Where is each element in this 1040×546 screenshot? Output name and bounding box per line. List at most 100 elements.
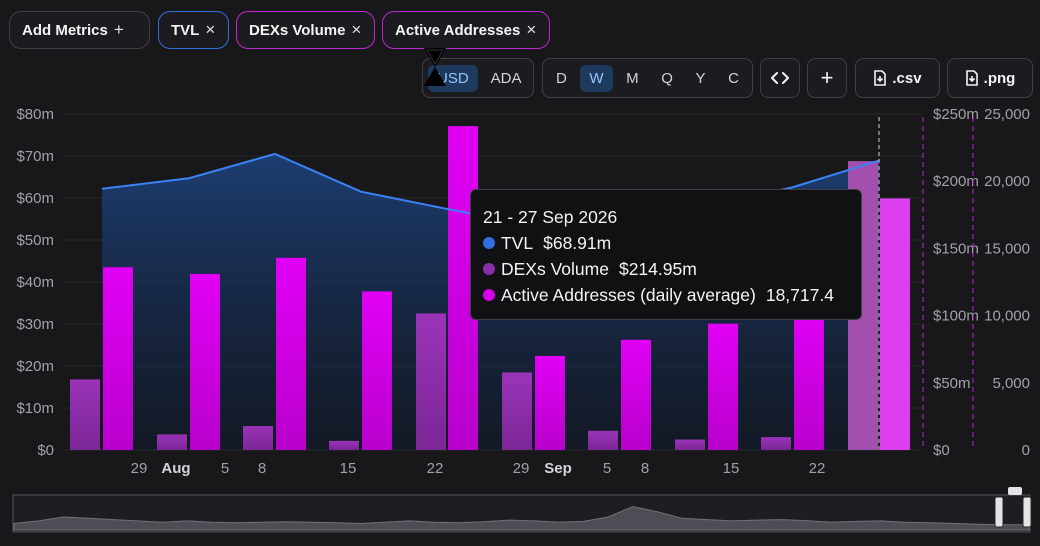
y-tick-right-1: $0 (933, 442, 950, 459)
y-tick-right-1: $250m (933, 106, 979, 123)
y-tick-right-2: 15,000 (984, 240, 1030, 257)
y-tick-left: $40m (16, 274, 54, 291)
y-tick-left: $30m (16, 316, 54, 333)
close-icon[interactable]: × (351, 20, 362, 39)
y-tick-right-1: $50m (933, 375, 971, 392)
dex-volume-bar[interactable] (588, 430, 618, 450)
plus-icon: + (820, 65, 834, 90)
active-addresses-bar[interactable] (708, 323, 738, 450)
dex-volume-bar[interactable] (70, 379, 100, 450)
y-tick-right-1: $150m (933, 240, 979, 257)
y-tick-left: $70m (16, 148, 54, 165)
png-download-button[interactable]: .png (947, 58, 1033, 98)
interval-d[interactable]: D (556, 69, 567, 87)
metric-label: TVL (171, 21, 200, 39)
active-addresses-bar[interactable] (621, 339, 651, 450)
y-tick-left: $50m (16, 232, 54, 249)
dex-volume-bar[interactable] (502, 372, 532, 450)
metric-label: DEXs Volume (249, 21, 346, 39)
y-tick-right-2: 0 (1022, 442, 1030, 459)
csv-download-button[interactable]: .csv (855, 58, 940, 98)
currency-ada[interactable]: ADA (490, 69, 522, 87)
active-addresses-bar[interactable] (276, 257, 306, 450)
currency-toggle: USD ADA (422, 58, 534, 98)
active-addresses-bar[interactable] (103, 267, 133, 450)
x-tick-label: 8 (641, 460, 649, 477)
x-tick-label: 5 (221, 460, 229, 477)
close-icon[interactable]: × (526, 20, 537, 39)
metric-pill-dexs-volume[interactable]: DEXs Volume × (236, 11, 375, 49)
interval-c[interactable]: C (728, 69, 739, 87)
hourglass-icon (424, 48, 446, 86)
dex-volume-bar[interactable] (761, 437, 791, 450)
legend-dot-icon (483, 237, 495, 249)
file-download-icon (874, 70, 887, 86)
active-addresses-bar[interactable] (190, 273, 220, 450)
chart-tooltip: 21 - 27 Sep 2026 TVL $68.91m DEXs Volume… (470, 189, 862, 320)
y-tick-left: $0 (37, 442, 54, 459)
y-tick-right-2: 5,000 (992, 375, 1030, 392)
tooltip-row-dexs-volume: DEXs Volume $214.95m (483, 256, 849, 282)
tooltip-date: 21 - 27 Sep 2026 (483, 207, 618, 227)
y-tick-right-2: 25,000 (984, 106, 1030, 123)
plus-icon: + (113, 20, 124, 39)
add-button[interactable]: + (807, 58, 847, 98)
x-tick-label: 22 (427, 460, 444, 477)
interval-toggle: D W M Q Y C (542, 58, 753, 98)
x-tick-label: 5 (603, 460, 611, 477)
tooltip-row-active-addresses: Active Addresses (daily average) 18,717.… (483, 282, 849, 308)
tooltip-series-name: DEXs Volume (501, 259, 609, 279)
interval-w[interactable]: W (580, 64, 613, 92)
dex-volume-bar[interactable] (243, 426, 273, 450)
metric-pill-active-addresses[interactable]: Active Addresses × (382, 11, 550, 49)
active-addresses-bar[interactable] (880, 198, 910, 450)
dex-volume-bar[interactable] (157, 434, 187, 450)
metric-label: Active Addresses (395, 21, 521, 39)
y-tick-left: $10m (16, 400, 54, 417)
x-tick-label: 8 (258, 460, 266, 477)
legend-dot-icon (483, 263, 495, 275)
y-tick-left: $60m (16, 190, 54, 207)
csv-label: .csv (892, 69, 922, 87)
close-icon[interactable]: × (205, 20, 216, 39)
embed-button[interactable] (760, 58, 800, 98)
legend-dot-icon (483, 289, 495, 301)
x-tick-label: 29 (131, 460, 148, 477)
brush-handle-right[interactable] (1022, 496, 1032, 528)
tooltip-row-tvl: TVL $68.91m (483, 230, 849, 256)
dex-volume-bar[interactable] (329, 440, 359, 450)
interval-m[interactable]: M (626, 69, 639, 87)
y-tick-right-2: 20,000 (984, 173, 1030, 190)
y-tick-left: $80m (16, 106, 54, 123)
interval-y[interactable]: Y (695, 69, 706, 87)
y-tick-right-1: $100m (933, 308, 979, 325)
brush-handle-left[interactable] (994, 496, 1004, 528)
y-tick-left: $20m (16, 358, 54, 375)
interval-q[interactable]: Q (661, 69, 673, 87)
metric-pill-tvl[interactable]: TVL × (158, 11, 229, 49)
brush-grip-icon[interactable] (1008, 487, 1022, 495)
y-tick-right-1: $200m (933, 173, 979, 190)
x-tick-label: 29 (513, 460, 530, 477)
range-brush[interactable] (12, 494, 1031, 533)
y-tick-right-2: 10,000 (984, 308, 1030, 325)
brush-overview-area (13, 506, 1030, 531)
active-addresses-bar[interactable] (362, 291, 392, 450)
x-tick-label: Aug (161, 460, 190, 477)
dex-volume-bar[interactable] (416, 313, 446, 450)
x-tick-label: 22 (809, 460, 826, 477)
tooltip-series-name: TVL (501, 233, 534, 253)
file-download-icon (965, 70, 978, 86)
dex-volume-bar[interactable] (675, 439, 705, 450)
x-tick-label: 15 (340, 460, 357, 477)
code-icon (771, 72, 789, 84)
tooltip-series-value: 18,717.4 (765, 285, 834, 305)
active-addresses-bar[interactable] (794, 308, 824, 450)
add-metrics-label: Add Metrics (22, 21, 108, 39)
x-tick-label: Sep (544, 460, 572, 477)
tooltip-series-name: Active Addresses (daily average) (501, 285, 756, 305)
x-tick-label: 15 (723, 460, 740, 477)
png-label: .png (983, 69, 1016, 87)
active-addresses-bar[interactable] (535, 355, 565, 450)
add-metrics-button[interactable]: Add Metrics + (9, 11, 150, 49)
